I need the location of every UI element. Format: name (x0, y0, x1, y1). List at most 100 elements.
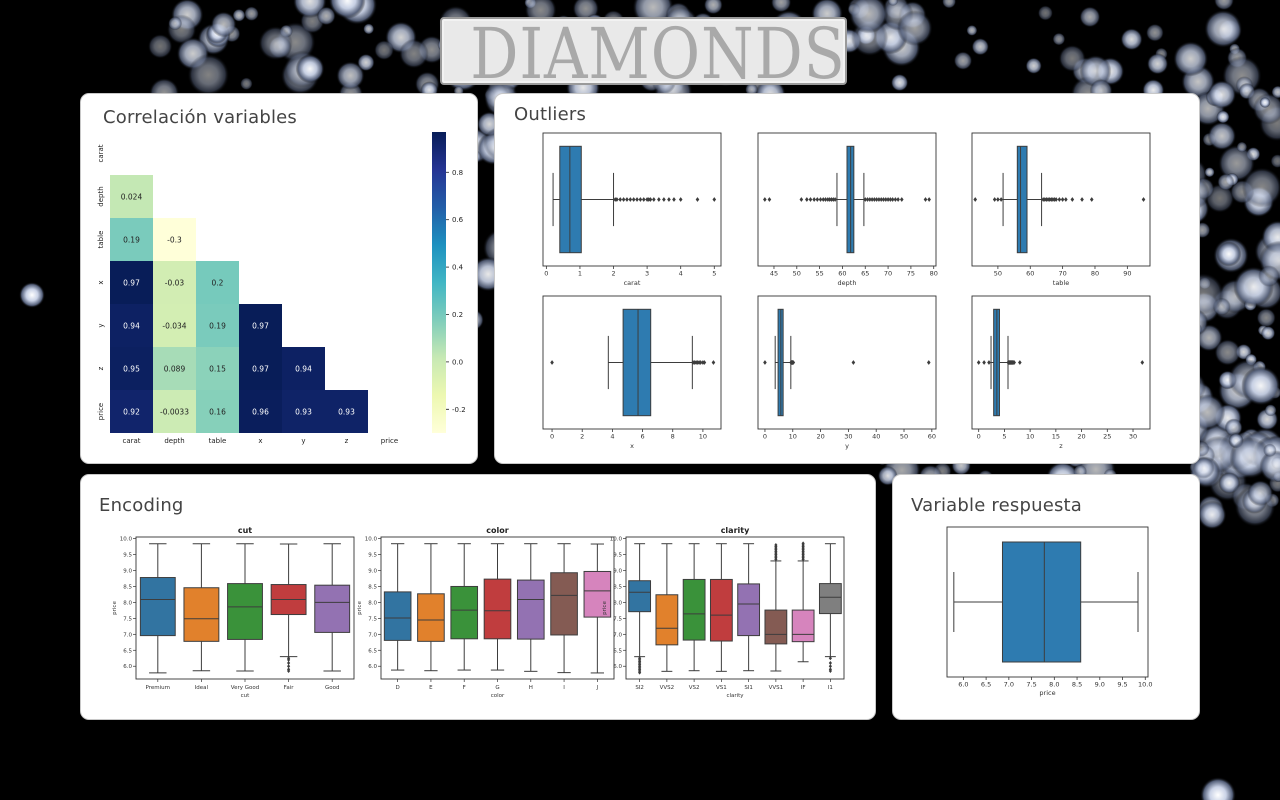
outlier-plot-table-outlier-18 (1089, 197, 1094, 202)
outlier-plot-table-outlier-1 (992, 197, 997, 202)
outlier-plot-x-outlier-8 (702, 360, 707, 365)
outlier-plot-x-tick-label: 4 (610, 433, 614, 441)
diamond-sparkle-50 (374, 40, 395, 61)
diamond-sparkle-115 (887, 0, 899, 6)
diamond-sparkle-95 (1146, 53, 1169, 75)
outlier-plot-y-tick-label: 60 (928, 433, 936, 441)
outlier-plot-z-tick-label: 20 (1077, 433, 1085, 441)
outlier-plot-x-tick-label: 0 (550, 433, 554, 441)
outlier-plot-y-tick-label: 30 (844, 433, 852, 441)
response-boxplot: 6.0 6.5 7.0 7.5 8.0 8.5 9.0 9.5 10.0 price (946, 526, 1153, 697)
encoding-color-box-D (383, 591, 412, 641)
encoding-title: Encoding (99, 495, 184, 516)
outlier-plot-y-tick-label: 20 (816, 433, 824, 441)
heat-cell-price-carat (110, 390, 153, 433)
encoding-cut-ytick-label: 9.0 (123, 569, 132, 575)
outlier-plot-depth-outlier-4 (808, 197, 813, 202)
row-label-table: table (97, 231, 105, 249)
encoding-clarity-ytick-label: 9.5 (613, 553, 622, 559)
encoding-clarity-xtick-label-VS1: VS1 (716, 685, 727, 691)
heat-cell-x-depth (153, 261, 196, 304)
encoding-color-ytick-label: 10.0 (365, 537, 378, 543)
outlier-plot-carat-outlier-5 (628, 197, 633, 202)
response-price-tick-label: 8.0 (1049, 681, 1059, 689)
response-price-tick-label: 6.0 (958, 681, 968, 689)
colorbar-tick-label: 0.4 (452, 264, 464, 272)
outlier-plot-table-tick-label: 50 (994, 270, 1002, 278)
outlier-plot-depth-tick-label: 65 (861, 270, 869, 278)
outlier-plot-depth-tick-label: 45 (770, 270, 778, 278)
diamond-sparkle-184 (1236, 141, 1248, 153)
row-label-y: y (97, 323, 105, 327)
encoding-color-xtick-label-F: F (463, 685, 466, 691)
outlier-plot-carat-outlier-15 (662, 197, 666, 202)
outlier-plot-depth-outlier-13 (831, 197, 836, 202)
encoding-clarity-ytick-label: 9.0 (613, 569, 622, 575)
encoding-clarity-ytick-label: 6.0 (613, 664, 622, 670)
encoding-cut-ylabel: price (112, 601, 118, 615)
heat-cell-price-x (239, 390, 282, 433)
encoding-color-xtick-label-J: J (596, 685, 599, 691)
response-xlabel: price (1039, 689, 1055, 697)
heat-value-table-depth: -0.3 (167, 236, 182, 245)
diamond-sparkle-177 (1270, 154, 1280, 169)
heat-cell-y-x (239, 304, 282, 347)
encoding-clarity-box-SI2 (628, 580, 652, 613)
outlier-plot-z-tick-label: 5 (1002, 433, 1006, 441)
outlier-plot-carat-outlier-1 (615, 197, 619, 202)
diamond-sparkle-216 (1259, 97, 1271, 108)
diamond-sparkle-91 (745, 83, 758, 96)
outlier-plot-x-tick-label: 6 (640, 433, 644, 441)
diamond-sparkle-102 (966, 24, 978, 36)
encoding-clarity-xtick-label-I1: I1 (828, 685, 833, 691)
outlier-plot-depth-outlier-5 (812, 197, 816, 202)
encoding-clarity-xtick-label-IF: IF (801, 685, 806, 691)
heat-cell-price-depth (153, 390, 196, 433)
encoding-clarity-outlier-I1-2 (828, 664, 832, 669)
encoding-clarity-xtick-label-VVS1: VVS1 (769, 685, 784, 691)
colorbar (432, 132, 446, 433)
encoding-color-box-F (450, 585, 479, 640)
outlier-plot-depth-outlier-1 (767, 197, 772, 202)
encoding-clarity-box-I1 (818, 583, 842, 615)
encoding-clarity-box-VS1 (709, 578, 733, 642)
diamond-sparkle-126 (1213, 0, 1235, 11)
diamond-sparkle-77 (1058, 44, 1086, 72)
diamond-sparkle-250 (1259, 450, 1280, 483)
encoding-cut-ytick-label: 6.5 (123, 648, 132, 654)
diamond-sparkle-62 (971, 38, 989, 56)
heat-value-z-depth: 0.089 (164, 365, 186, 374)
outlier-plot-carat-xlabel: carat (624, 279, 641, 287)
heat-cell-table-carat (110, 218, 153, 261)
outlier-plot-x-xlabel: x (630, 442, 634, 450)
diamond-sparkle-64 (1052, 32, 1066, 46)
outlier-plot-carat-outlier-7 (635, 197, 639, 202)
outlier-plot-z-tick-label: 25 (1103, 433, 1111, 441)
outlier-plot-table-tick-label: 70 (1058, 270, 1066, 278)
encoding-cut-xtick-label-Very Good: Very Good (231, 685, 259, 691)
outlier-plot-table-outlier-3 (999, 197, 1003, 202)
diamond-sparkle-75 (1145, 23, 1164, 42)
outlier-plot-carat-outlier-13 (652, 197, 656, 202)
outlier-plot-table-tick-label: 90 (1123, 270, 1131, 278)
outlier-plot-table-tick-label: 60 (1026, 270, 1034, 278)
diamond-sparkle-254 (1247, 480, 1274, 507)
diamond-sparkle-130 (1079, 55, 1112, 87)
diamond-sparkle-90 (210, 11, 237, 38)
encoding-clarity-box-VVS1 (764, 609, 788, 645)
heat-cell-z-table (196, 347, 239, 390)
encoding-color-title: color (486, 526, 508, 535)
outlier-plot-table-outlier-12 (1054, 197, 1058, 202)
heat-value-y-carat: 0.94 (123, 322, 140, 331)
outlier-plot-table-box (1016, 145, 1028, 254)
outlier-plot-carat-outlier-20 (712, 197, 717, 202)
encoding-cut-xtick-label-Ideal: Ideal (195, 685, 209, 691)
outlier-plot-table-tick-label: 80 (1091, 270, 1099, 278)
outlier-plot-depth-outlier-22 (879, 197, 884, 202)
outlier-plot-depth-outlier-14 (833, 197, 837, 202)
outliers-panel: Outliers 0 1 2 3 4 5 carat 45 50 55 60 65 70 75 80 dept… (494, 93, 1200, 464)
outlier-plot-z-outlier-16 (1140, 360, 1145, 365)
outlier-plot-depth-outlier-20 (874, 197, 879, 202)
outlier-plot-depth-outlier-32 (927, 197, 931, 202)
